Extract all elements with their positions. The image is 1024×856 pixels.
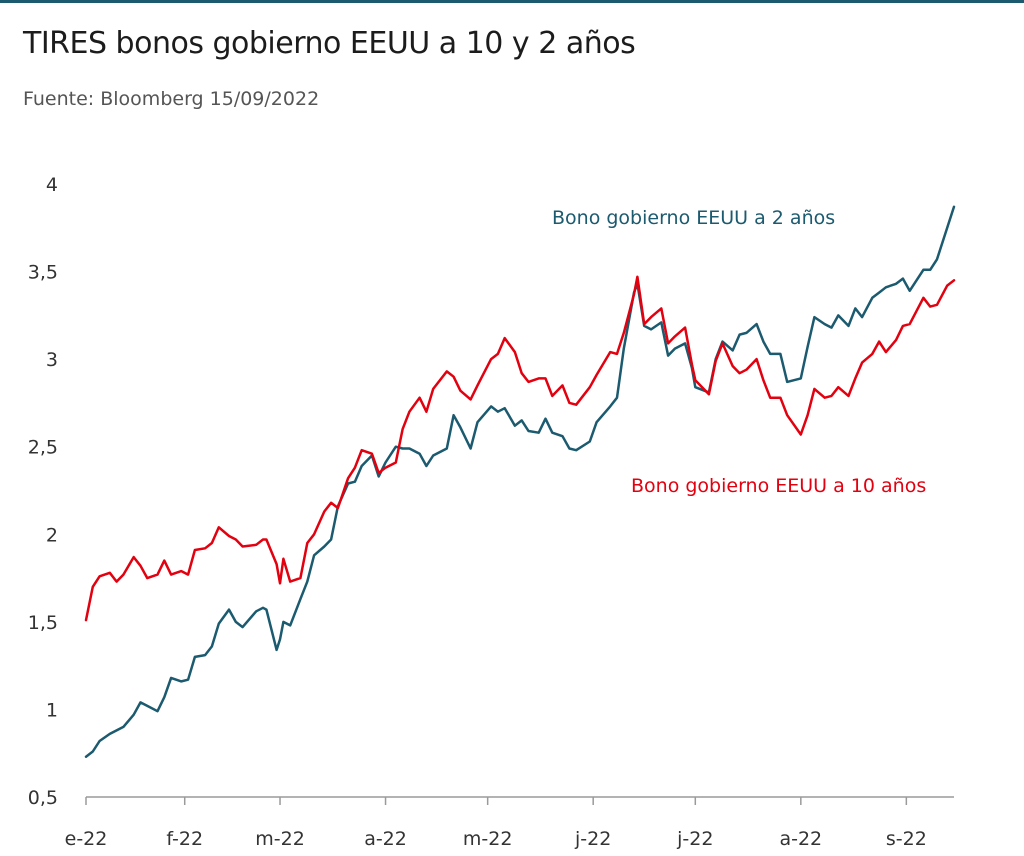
x-tick-label: j-22 [574,828,611,850]
axis-layer: e-22 f-22 m-22 a-22 m-22 j-22 j-22 a-22 s-22 0,5 1… [28,174,954,850]
series-layer [84,205,956,758]
y-tick-label: 1 [46,699,58,721]
y-tick-label: 2,5 [28,437,58,459]
x-tick-label: e-22 [65,828,108,850]
x-tick-label: j-22 [676,828,713,850]
series-line-bond-10y [84,275,956,622]
y-tick-label: 3,5 [28,262,58,284]
x-tick-label: a-22 [364,828,407,850]
y-tick-label: 3 [46,349,58,371]
y-tick-label: 2 [46,524,58,546]
series-label-bond-10y: Bono gobierno EEUU a 10 años [631,475,926,497]
chart-subtitle: Fuente: Bloomberg 15/09/2022 [23,88,320,110]
y-tick-label: 0,5 [28,787,58,809]
y-tick-label: 4 [46,174,58,196]
series-label-bond-2y: Bono gobierno EEUU a 2 años [552,207,835,229]
top-rule [0,0,1024,3]
x-tick-label: f-22 [166,828,203,850]
series-line-bond-2y [84,205,956,758]
x-tick-label: m-22 [255,828,305,850]
chart-title: TIRES bonos gobierno EEUU a 10 y 2 años [23,26,636,61]
x-tick-label: m-22 [463,828,513,850]
x-tick-label: s-22 [886,828,927,850]
x-tick-label: a-22 [779,828,822,850]
y-tick-label: 1,5 [28,612,58,634]
